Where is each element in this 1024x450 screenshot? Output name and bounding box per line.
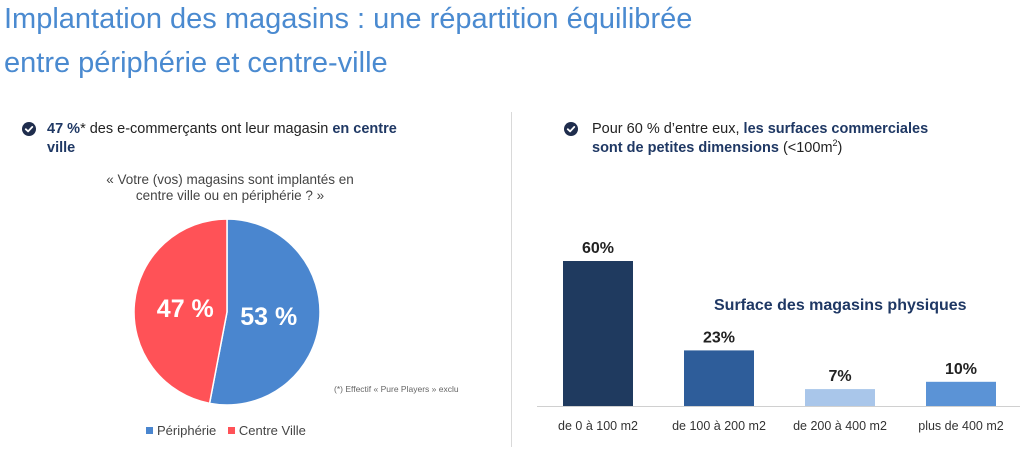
legend-item-peripherie: Périphérie [146,423,216,438]
legend-label-centre-ville: Centre Ville [238,423,306,438]
bar-plus-de-400-m2 [926,381,996,406]
pie-slice-peripherie [208,218,321,406]
survey-question-line-2: centre ville ou en périphérie ? » [135,188,325,203]
bar-value-label-de-200-a-400-m2: 7% [828,368,851,385]
legend-label-peripherie: Périphérie [157,423,217,438]
pie-label-peripherie: 53 % [240,303,297,331]
bar-value-label-plus-de-400-m2: 10% [945,361,977,378]
right-bullet: Pour 60 % d’entre eux, les surfaces comm… [564,120,984,158]
right-bullet-tail: (<100m [778,140,833,156]
left-bullet-bold: en centre [332,121,397,137]
legend-item-centre-ville: Centre Ville [227,423,306,438]
column-divider [511,112,512,447]
right-bullet-sup: 2 [832,138,838,149]
bar-de-0-a-100-m2 [563,261,633,406]
survey-question: « Votre (vos) magasins sont implantés en… [70,172,390,204]
left-bullet-text: * des e-commerçants ont leur magasin [80,121,333,137]
right-bullet-bold-2: sont de petites dimensions [592,140,779,156]
bar-category-label-plus-de-400-m2: plus de 400 m2 [918,419,1004,433]
right-bullet-text: Pour 60 % d’entre eux, [592,121,744,137]
page-title-line-2: entre périphérie et centre-ville [4,47,388,79]
bar-de-100-a-200-m2 [684,350,754,406]
pie-label-centre-ville: 47 % [157,295,214,323]
legend-swatch-peripherie [146,427,153,434]
location-pie-chart: 53 % 47 % [133,218,321,406]
bar-category-label-de-100-a-200-m2: de 100 à 200 m2 [672,419,766,433]
check-circle-icon [22,122,36,136]
bar-value-label-de-100-a-200-m2: 23% [703,329,735,346]
right-bullet-tail-end: ) [837,140,843,156]
pie-slice-centre-ville [133,218,228,405]
bar-category-label-de-0-a-100-m2: de 0 à 100 m2 [558,419,638,433]
legend-swatch-centre-ville [227,427,235,434]
left-bullet: 47 %* des e-commerçants ont leur magasin… [22,120,462,158]
bar-category-label-de-200-a-400-m2: de 200 à 400 m2 [793,419,887,433]
bar-value-label-de-0-a-100-m2: 60% [582,240,614,257]
left-bullet-bold-2: ville [47,140,76,156]
check-circle-icon [564,122,578,136]
bar-chart-title: Surface des magasins physiques [714,297,967,314]
left-bullet-value: 47 % [47,121,81,137]
right-bullet-bold-1: les surfaces commerciales [743,121,929,137]
survey-question-line-1: « Votre (vos) magasins sont implantés en [106,172,354,187]
page-title-line-1: Implantation des magasins : une répartit… [4,3,693,35]
bar-de-200-a-400-m2 [805,389,875,406]
pie-legend: Périphérie Centre Ville [146,423,314,438]
footnote: (*) Effectif « Pure Players » exclu [334,384,459,394]
